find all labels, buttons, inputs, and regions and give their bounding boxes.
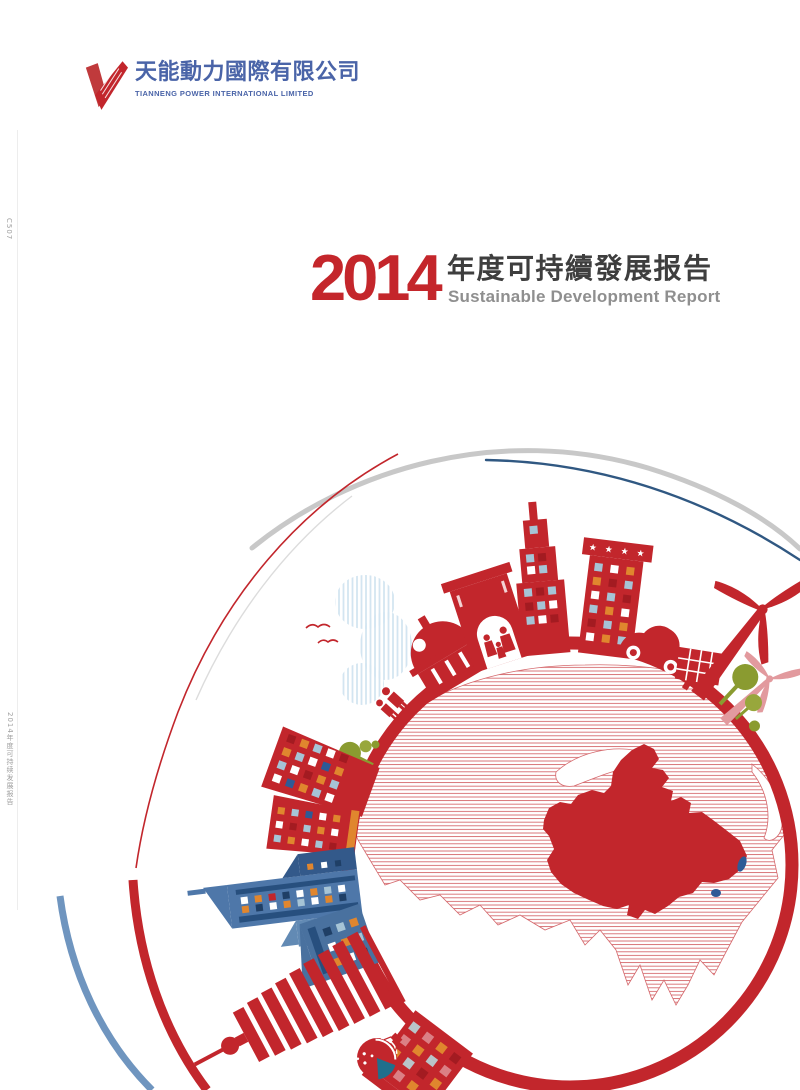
hainan-island <box>711 889 721 897</box>
arc-lightgray <box>195 495 353 701</box>
arc-gray <box>249 448 800 552</box>
striped-tower-icon <box>193 925 406 1067</box>
china-map-icon <box>543 744 747 919</box>
people-icon <box>376 687 410 721</box>
arc-steel-thick <box>56 895 155 1090</box>
report-year: 2014 <box>310 241 443 314</box>
cloud-icon <box>335 575 412 705</box>
birds-icon <box>305 623 339 644</box>
arc-red-thick <box>128 879 211 1090</box>
company-logo: 天能動力國際有限公司 TIANNENG POWER INTERNATIONAL … <box>84 60 360 112</box>
arc-navy <box>484 458 800 562</box>
arc-red-thin <box>135 453 399 869</box>
wind-turbine-icon <box>691 578 800 701</box>
spine-title: 2014年度可持续发展报告 <box>6 712 14 806</box>
arch-gate-family-icon <box>440 561 534 673</box>
star-icon <box>589 543 645 557</box>
report-title-en: Sustainable Development Report <box>448 287 721 306</box>
logo-mark-icon <box>85 61 128 110</box>
taiwan-island <box>737 856 747 872</box>
hotel-stars-icon <box>577 537 654 659</box>
skyscraper-icon <box>516 501 571 657</box>
tree-icon <box>718 664 762 732</box>
family-silhouette-icon <box>483 626 516 659</box>
hot-air-balloon-icon <box>356 1032 403 1080</box>
spine-code: C507 <box>5 218 13 241</box>
report-title-zh: 年度可持續發展报告 <box>447 252 713 285</box>
company-name-en: TIANNENG POWER INTERNATIONAL LIMITED <box>135 89 314 99</box>
page-edge-line <box>17 130 18 910</box>
city-building-red-icon <box>261 726 380 817</box>
city-building-red-icon <box>266 795 361 857</box>
car-icon <box>618 625 689 675</box>
logo-text: 天能動力國際有限公司 TIANNENG POWER INTERNATIONAL … <box>135 60 360 98</box>
company-name-zh: 天能動力國際有限公司 <box>135 60 361 85</box>
